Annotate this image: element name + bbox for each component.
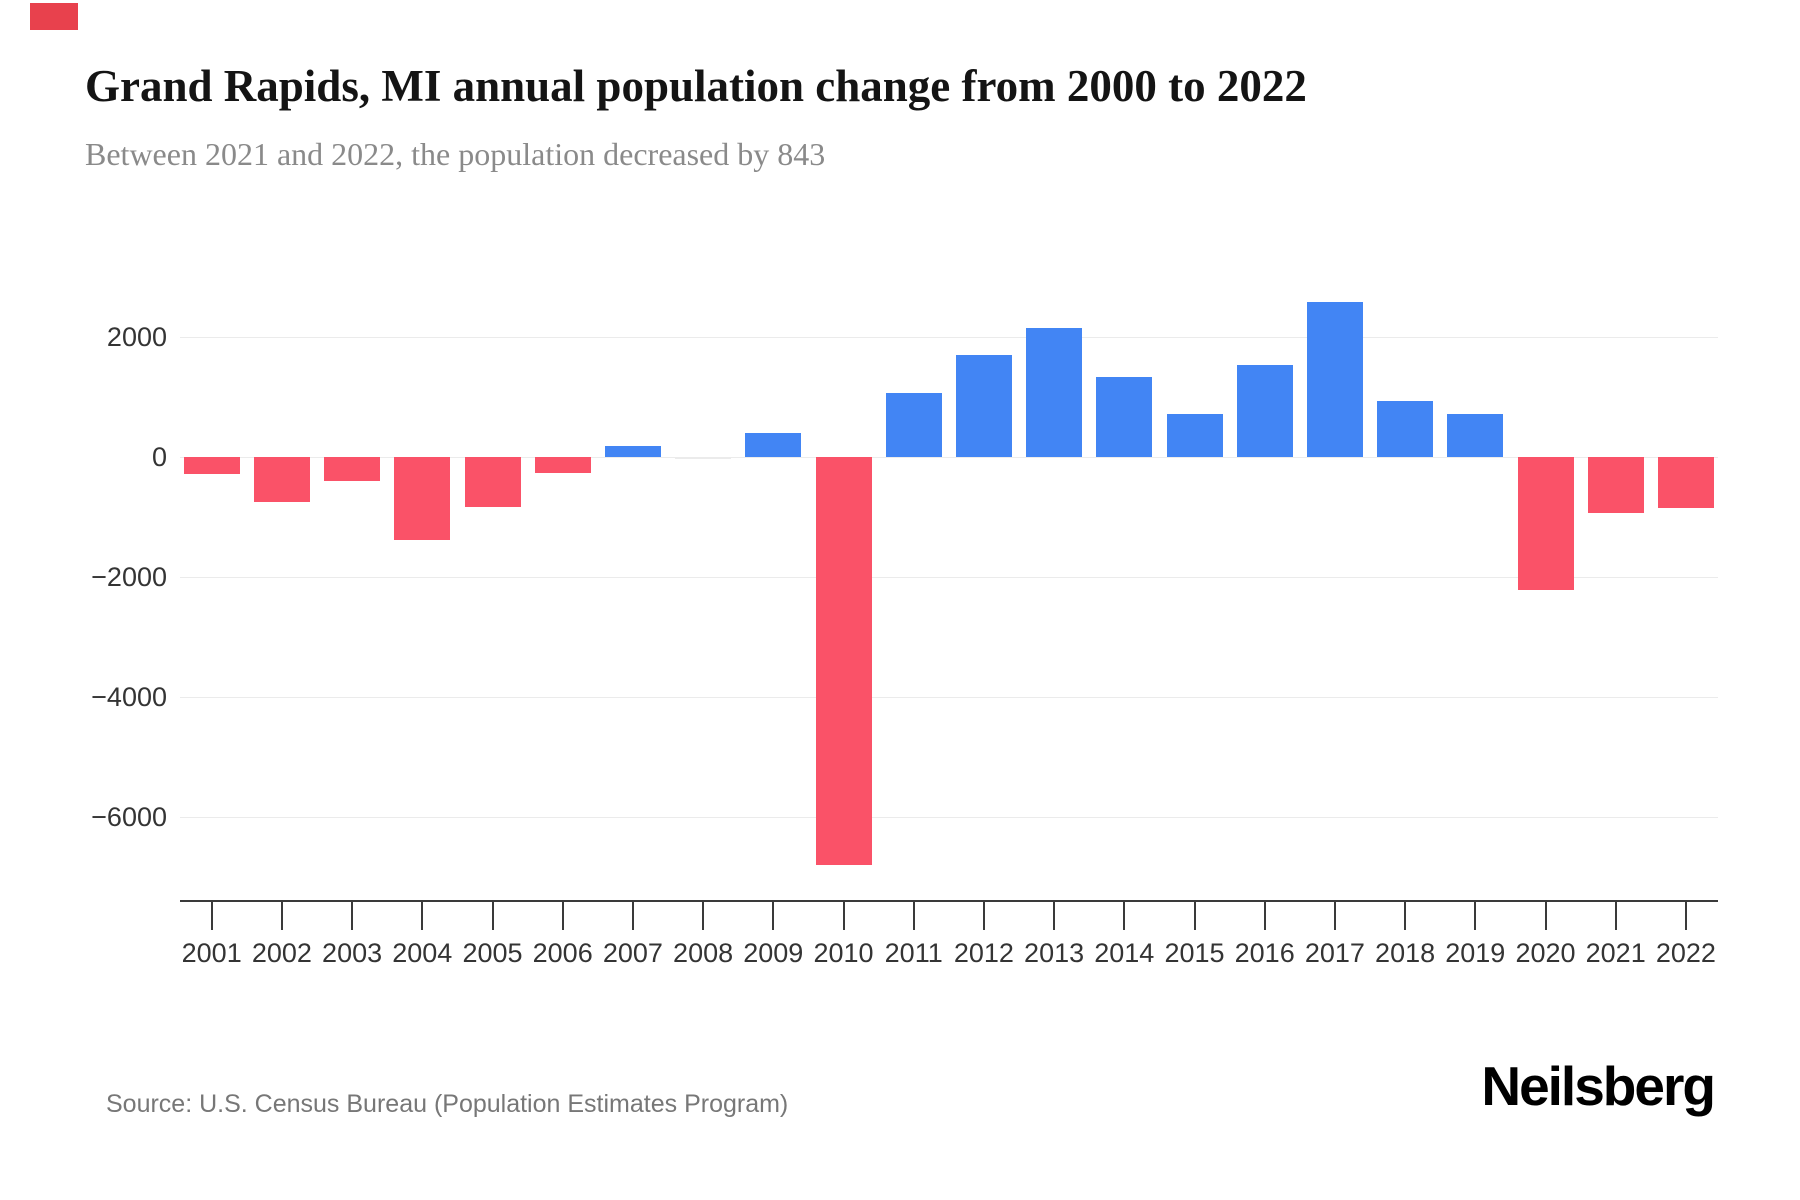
- x-tick: [912, 902, 915, 930]
- bar-2006: [534, 457, 591, 474]
- bar-2020: [1517, 457, 1574, 590]
- x-tick-label-2011: 2011: [884, 938, 943, 968]
- x-tick: [772, 902, 775, 930]
- x-tick: [631, 902, 634, 930]
- x-tick: [1193, 902, 1196, 930]
- x-tick: [1263, 902, 1266, 930]
- gridline--6000: [180, 817, 1718, 818]
- x-tick-label-2012: 2012: [953, 938, 1014, 968]
- x-tick: [351, 902, 354, 930]
- y-tick-label: −6000: [91, 802, 167, 832]
- x-tick: [1614, 902, 1617, 930]
- x-tick: [702, 902, 705, 930]
- chart-subtitle: Between 2021 and 2022, the population de…: [85, 136, 826, 172]
- red-corner-marker: [30, 3, 78, 30]
- bar-2021: [1587, 457, 1644, 514]
- bar-2019: [1447, 413, 1504, 457]
- bar-2004: [394, 457, 451, 541]
- bar-2014: [1096, 377, 1153, 457]
- brand-logo: Neilsberg: [1481, 1055, 1716, 1117]
- bar-2001: [183, 457, 240, 474]
- x-tick: [1123, 902, 1126, 930]
- x-tick-label-2008: 2008: [673, 938, 734, 968]
- x-tick-label-2016: 2016: [1234, 938, 1295, 968]
- x-tick: [1404, 902, 1407, 930]
- x-tick-label-2005: 2005: [462, 938, 523, 968]
- x-tick-label-2003: 2003: [322, 938, 383, 968]
- y-tick-label: 0: [151, 442, 167, 472]
- x-tick-label-2021: 2021: [1585, 938, 1646, 968]
- y-tick-label: 2000: [106, 322, 167, 352]
- x-tick-label-2004: 2004: [392, 938, 453, 968]
- bar-2012: [955, 355, 1012, 457]
- x-tick: [982, 902, 985, 930]
- x-tick-label-2017: 2017: [1304, 938, 1365, 968]
- gridline-0: [180, 457, 1718, 458]
- x-tick: [1684, 902, 1687, 930]
- x-tick: [210, 902, 213, 930]
- x-tick: [1474, 902, 1477, 930]
- bar-2016: [1236, 365, 1293, 457]
- x-tick-label-2002: 2002: [251, 938, 312, 968]
- x-tick-label-2013: 2013: [1024, 938, 1085, 968]
- bar-2018: [1377, 401, 1434, 457]
- y-tick-label: −4000: [91, 682, 167, 712]
- x-tick-label-2007: 2007: [602, 938, 663, 968]
- x-tick-label-2020: 2020: [1515, 938, 1576, 968]
- x-tick: [1053, 902, 1056, 930]
- bar-2011: [885, 392, 942, 457]
- gridline--2000: [180, 577, 1718, 578]
- x-tick-label-2001: 2001: [181, 938, 242, 968]
- x-tick-label-2018: 2018: [1375, 938, 1436, 968]
- x-tick-label-2014: 2014: [1094, 938, 1155, 968]
- x-tick-label-2019: 2019: [1445, 938, 1506, 968]
- bar-2015: [1166, 414, 1223, 457]
- x-tick: [1333, 902, 1336, 930]
- x-tick-label-2015: 2015: [1164, 938, 1225, 968]
- x-tick: [280, 902, 283, 930]
- gridline-2000: [180, 337, 1718, 338]
- bar-2010: [815, 457, 872, 865]
- bar-2007: [604, 446, 661, 457]
- x-tick-label-2022: 2022: [1655, 938, 1716, 968]
- bar-2017: [1306, 301, 1363, 457]
- bar-2013: [1026, 328, 1083, 457]
- x-tick-label-2010: 2010: [813, 938, 874, 968]
- x-tick: [421, 902, 424, 930]
- gridline--4000: [180, 697, 1718, 698]
- bar-2003: [324, 457, 381, 481]
- chart-title: Grand Rapids, MI annual population chang…: [85, 61, 1307, 111]
- bar-2005: [464, 457, 521, 507]
- bar-2022: [1657, 457, 1714, 508]
- x-tick: [561, 902, 564, 930]
- bar-2008: [675, 457, 732, 460]
- x-tick-label-2006: 2006: [532, 938, 593, 968]
- bar-2009: [745, 433, 802, 457]
- x-tick: [842, 902, 845, 930]
- y-tick-label: −2000: [91, 562, 167, 592]
- source-note: Source: U.S. Census Bureau (Population E…: [106, 1090, 789, 1118]
- x-tick: [491, 902, 494, 930]
- x-tick: [1544, 902, 1547, 930]
- x-tick-label-2009: 2009: [743, 938, 804, 968]
- bar-2002: [253, 457, 310, 502]
- x-axis-line: [180, 900, 1718, 902]
